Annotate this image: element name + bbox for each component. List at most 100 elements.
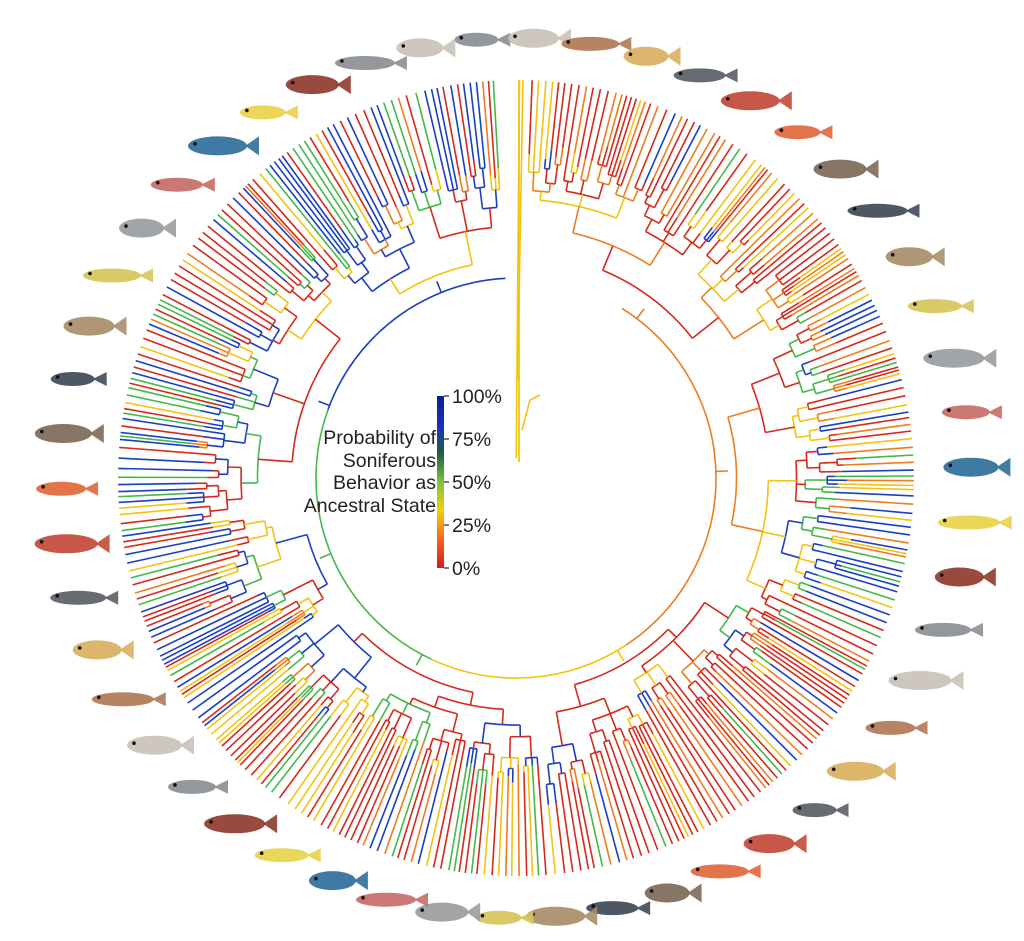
tree-branch — [186, 500, 205, 504]
tree-branch — [829, 375, 851, 384]
tree-branch — [673, 132, 716, 205]
tree-branch — [753, 617, 761, 624]
tree-branch — [753, 658, 768, 670]
tree-branch-arc — [491, 188, 500, 191]
tree-branch — [321, 291, 332, 302]
tree-branch — [752, 264, 765, 276]
tree-branch — [788, 338, 800, 345]
tree-branch — [294, 681, 308, 694]
tree-branch — [415, 654, 423, 666]
tree-branch — [718, 169, 769, 231]
tree-branch — [259, 293, 268, 300]
tree-branch-arc — [403, 203, 410, 207]
tree-branch — [464, 191, 468, 200]
tree-branch — [670, 124, 702, 182]
tree-branch — [700, 287, 713, 299]
tree-branch — [732, 242, 743, 254]
tree-branch — [659, 682, 669, 695]
tree-branch — [579, 180, 585, 195]
tree-branch — [652, 115, 683, 179]
tree-branch — [778, 613, 792, 622]
tree-branch — [364, 695, 370, 702]
tree-branch — [319, 552, 332, 560]
tree-branch — [734, 258, 747, 270]
tree-branch — [714, 705, 779, 779]
tree-branch — [643, 743, 690, 838]
tree-branch — [634, 176, 641, 189]
tree-branch — [475, 81, 485, 152]
tree-branch — [823, 569, 898, 593]
tree-branch-arc — [697, 274, 725, 302]
tree-branch — [187, 491, 204, 495]
tree-branch — [218, 683, 286, 744]
legend-title-line-3: Behavior as — [333, 472, 436, 494]
tree-branch — [221, 682, 292, 747]
tree-branch — [460, 200, 468, 232]
tree-branch — [704, 657, 714, 666]
tree-branch — [789, 243, 839, 281]
tree-branch — [805, 488, 823, 491]
tree-branch — [170, 278, 246, 324]
tree-branch — [783, 285, 795, 294]
tree-branch — [786, 232, 831, 268]
chub-fish-image — [847, 203, 920, 218]
tree-branch — [469, 82, 480, 158]
tree-branch — [230, 692, 296, 757]
tree-branch-arc — [311, 257, 316, 262]
tree-branch — [318, 400, 330, 407]
tree-branch — [448, 766, 468, 871]
tree-branch-arc — [581, 772, 589, 776]
tree-branch-arc — [422, 720, 431, 725]
tree-branch — [132, 557, 229, 586]
tree-branch — [819, 461, 838, 464]
tree-branch-arc — [320, 687, 326, 694]
tree-branch — [244, 321, 263, 333]
tree-branch — [755, 646, 763, 652]
tree-branch — [210, 668, 289, 735]
tree-branch — [735, 647, 754, 663]
tree-branch — [455, 182, 459, 190]
tree-branch-arc — [819, 426, 822, 432]
tree-branch — [152, 313, 222, 346]
tree-branch — [763, 673, 829, 726]
tree-branch — [445, 742, 450, 752]
tree-branch — [765, 279, 780, 291]
tree-branch — [700, 696, 708, 705]
tree-branch — [118, 496, 198, 504]
tree-branch-arc — [256, 435, 262, 483]
tree-branch — [128, 544, 238, 572]
tree-branch — [795, 459, 807, 462]
tree-branch — [425, 712, 431, 723]
tree-branch — [166, 286, 245, 330]
tree-branch — [539, 81, 547, 160]
tree-branch — [185, 513, 203, 517]
tree-branch — [801, 361, 810, 366]
tree-branch-arc — [796, 317, 801, 324]
tree-branch — [380, 249, 387, 258]
tree-branch-arc — [327, 696, 334, 702]
tree-branch — [244, 520, 265, 526]
tree-branch — [376, 749, 416, 852]
tree-branch — [501, 709, 505, 725]
tree-branch — [769, 663, 838, 714]
tree-branch — [700, 671, 714, 686]
tree-branch-arc — [399, 264, 473, 295]
tree-branch — [370, 716, 376, 724]
pufferfish-fish-image — [50, 590, 119, 605]
tree-branch — [129, 382, 222, 407]
tree-branch — [222, 424, 237, 429]
tree-branch — [818, 514, 838, 519]
tree-branch — [731, 523, 763, 533]
tree-branch — [777, 300, 790, 309]
tree-branch — [384, 205, 395, 225]
tree-branch — [810, 437, 830, 442]
tree-branch — [326, 127, 379, 222]
tree-branch — [614, 184, 620, 195]
tree-branch — [227, 466, 242, 469]
tree-branch — [571, 743, 578, 762]
tree-branch-arc — [313, 283, 331, 302]
tree-branch — [557, 773, 561, 783]
tree-branch — [435, 740, 443, 761]
tree-branch — [264, 605, 275, 612]
tree-branch — [706, 697, 716, 707]
